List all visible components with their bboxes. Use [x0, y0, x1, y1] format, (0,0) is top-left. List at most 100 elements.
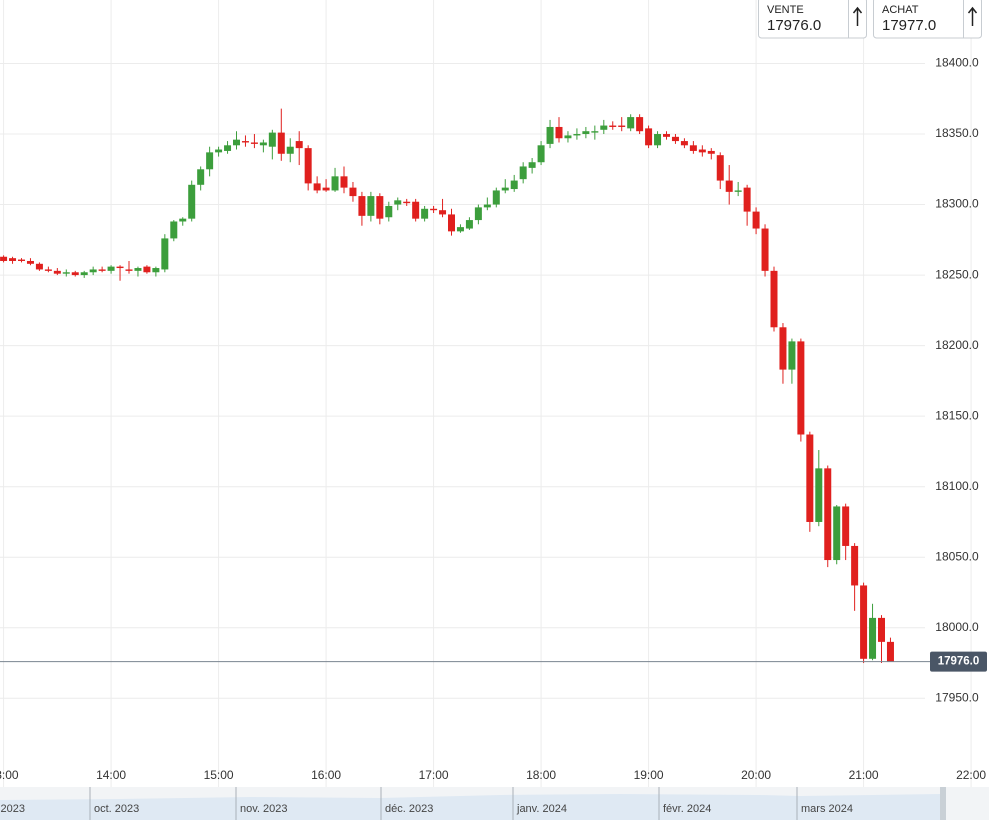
navigator-label: févr. 2024: [663, 803, 711, 815]
candle-body: [421, 208, 429, 219]
candle-body: [179, 218, 187, 222]
candle-body: [654, 134, 662, 146]
buy-label: ACHAT: [882, 4, 919, 16]
x-tick-label: 21:00: [849, 768, 879, 782]
candle-body: [869, 617, 877, 659]
sell-label: VENTE: [767, 4, 804, 16]
candle-body: [62, 272, 70, 274]
navigator-handle[interactable]: [940, 787, 946, 820]
x-tick-label: 16:00: [311, 768, 341, 782]
candle-body: [600, 125, 608, 130]
candle-body: [26, 260, 34, 264]
candle-body: [698, 149, 706, 153]
candle-body: [71, 272, 79, 276]
candle-body: [0, 256, 8, 261]
candle-body: [376, 196, 384, 219]
candle-body: [268, 132, 276, 147]
axes: 17950.0 18000.0 18050.0 18100.0 18150.0 18200…: [0, 56, 987, 782]
candle-body: [403, 201, 411, 204]
grid: [0, 0, 972, 787]
buy-box[interactable]: ACHAT 17977.0: [873, 0, 982, 39]
candle-body: [591, 131, 599, 133]
candle-body: [125, 269, 133, 271]
y-tick-label: 18250.0: [935, 267, 979, 281]
candle-body: [35, 263, 43, 270]
candle-body: [80, 272, 88, 276]
candle-body: [528, 162, 536, 168]
candle-body: [663, 134, 670, 137]
candle-body: [322, 187, 330, 191]
candle-body: [618, 125, 626, 127]
candle-body: [636, 117, 644, 132]
candle-body: [788, 341, 796, 370]
candle-body: [107, 266, 115, 271]
y-tick-label: 18400.0: [935, 56, 979, 70]
candle-body: [18, 259, 25, 261]
candle-body: [474, 207, 482, 221]
x-tick-label: 22:00: [956, 768, 986, 782]
candle-body: [860, 585, 868, 659]
candle-body: [725, 180, 733, 192]
y-tick-label: 17950.0: [935, 690, 979, 704]
candle-body: [206, 152, 214, 170]
navigator: sept. 2023 oct. 2023 nov. 2023 déc. 2023…: [0, 787, 989, 820]
candle-body: [519, 166, 527, 180]
candle-body: [824, 468, 832, 561]
x-tick-label: 20:00: [741, 768, 771, 782]
candle-body: [188, 184, 196, 219]
candle-body: [707, 150, 715, 154]
x-tick-label: 13:00: [0, 768, 19, 782]
candle-body: [98, 269, 106, 271]
navigator-label: oct. 2023: [94, 803, 139, 815]
candle-body: [886, 641, 894, 662]
candle-body: [116, 266, 124, 269]
candle-body: [304, 148, 312, 184]
navigator-area: [0, 794, 940, 820]
candle-body: [465, 220, 473, 229]
candle-body: [394, 200, 402, 205]
candles: [0, 108, 894, 664]
candle-body: [456, 227, 464, 232]
candle-body: [501, 187, 509, 191]
y-tick-label: 18000.0: [935, 620, 979, 634]
x-tick-label: 19:00: [634, 768, 664, 782]
candle-body: [752, 211, 760, 229]
candle-body: [573, 134, 581, 136]
candle-body: [743, 187, 751, 212]
candle-body: [143, 266, 151, 273]
navigator-label: sept. 2023: [0, 803, 25, 815]
x-tick-label: 15:00: [204, 768, 234, 782]
candle-body: [367, 196, 375, 216]
candle-body: [439, 210, 447, 215]
navigator-label: mars 2024: [801, 803, 853, 815]
candle-body: [152, 268, 160, 273]
buy-value: 17977.0: [882, 17, 936, 34]
candle-body: [259, 142, 267, 146]
last-price-box: [930, 651, 987, 672]
candle-body: [250, 142, 258, 144]
candle-body: [286, 146, 294, 154]
candle-body: [233, 139, 240, 146]
candle-body: [385, 205, 393, 218]
y-tick-label: 18150.0: [935, 408, 979, 422]
candle-body: [627, 117, 635, 129]
candle-body: [833, 506, 841, 561]
candle-body: [170, 221, 178, 239]
candle-body: [340, 176, 348, 188]
candle-body: [770, 270, 778, 328]
candle-body: [564, 135, 572, 139]
sell-box[interactable]: VENTE 17976.0: [758, 0, 867, 39]
candle-body: [689, 145, 697, 151]
candle-body: [9, 258, 17, 261]
x-tick-label: 18:00: [526, 768, 556, 782]
candle-body: [161, 238, 169, 270]
candle-body: [537, 145, 545, 163]
candle-body: [645, 128, 653, 146]
candle-body: [483, 204, 491, 208]
candle-body: [734, 190, 742, 192]
candle-body: [680, 141, 688, 146]
y-tick-label: 18100.0: [935, 479, 979, 493]
y-tick-label: 18050.0: [935, 549, 979, 563]
candle-body: [806, 434, 814, 522]
